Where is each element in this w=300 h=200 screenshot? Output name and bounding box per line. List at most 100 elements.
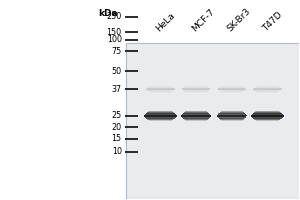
Bar (182, 117, 210, 118)
Bar (257, 92, 278, 93)
Bar (221, 111, 243, 112)
Bar (182, 89, 210, 90)
Bar (255, 119, 280, 120)
Bar (185, 86, 207, 87)
Bar (217, 116, 247, 117)
Bar (219, 87, 244, 88)
Bar (256, 91, 279, 92)
Bar (184, 87, 208, 88)
Bar (253, 113, 282, 114)
Bar (126, 43, 298, 199)
Bar (185, 111, 207, 112)
Bar (219, 90, 245, 91)
Text: 10: 10 (112, 147, 122, 156)
Text: 37: 37 (112, 85, 122, 94)
Bar (184, 112, 208, 113)
Bar (146, 88, 175, 89)
Bar (150, 86, 171, 87)
Bar (251, 116, 284, 117)
Bar (251, 115, 284, 116)
Bar (144, 115, 177, 116)
Bar (185, 111, 207, 112)
Bar (217, 115, 247, 116)
Bar (255, 87, 280, 88)
Bar (146, 113, 175, 114)
Bar (182, 116, 211, 117)
Bar (148, 111, 172, 112)
Bar (218, 114, 246, 115)
Bar (148, 87, 173, 88)
Bar (218, 113, 245, 114)
Text: 75: 75 (112, 47, 122, 56)
Bar (144, 115, 177, 116)
Bar (148, 120, 172, 121)
Text: 50: 50 (112, 67, 122, 76)
Bar (146, 89, 175, 90)
Bar (252, 114, 283, 115)
Text: T47D: T47D (261, 10, 284, 33)
Bar (221, 92, 242, 93)
Bar (221, 120, 243, 121)
Bar (181, 115, 211, 116)
Bar (253, 118, 282, 119)
Bar (182, 89, 210, 90)
Bar (146, 89, 175, 90)
Bar (251, 116, 284, 117)
Bar (218, 89, 246, 90)
Bar (149, 91, 172, 92)
Bar (185, 120, 207, 121)
Bar (218, 89, 246, 90)
Bar (218, 88, 245, 89)
Bar (181, 115, 211, 116)
Text: MCF-7: MCF-7 (190, 7, 216, 33)
Bar (254, 118, 281, 119)
Bar (146, 113, 175, 114)
Text: 25: 25 (112, 111, 122, 120)
Bar (147, 112, 173, 113)
Bar (150, 92, 171, 93)
Bar (219, 113, 245, 114)
Bar (184, 112, 208, 113)
Bar (182, 114, 210, 115)
Bar (183, 90, 209, 91)
Bar (254, 119, 280, 120)
Bar (147, 90, 173, 91)
Bar (221, 91, 243, 92)
Bar (217, 115, 247, 116)
Bar (256, 91, 278, 92)
Bar (146, 118, 175, 119)
Bar (144, 116, 176, 117)
Text: 20: 20 (112, 123, 122, 132)
Bar (184, 91, 208, 92)
Bar (146, 118, 174, 119)
Text: HeLa: HeLa (154, 11, 177, 33)
Bar (252, 117, 283, 118)
Bar (182, 88, 210, 89)
Bar (148, 111, 172, 112)
Bar (149, 86, 171, 87)
Bar (221, 86, 242, 87)
Bar (257, 86, 278, 87)
Bar (220, 119, 243, 120)
Bar (183, 118, 209, 119)
Bar (218, 117, 246, 118)
Bar (220, 112, 244, 113)
Bar (219, 118, 244, 119)
Text: kDa: kDa (99, 9, 118, 18)
Bar (148, 119, 173, 120)
Bar (251, 115, 284, 116)
Bar (147, 88, 174, 89)
Bar (254, 112, 281, 113)
Bar (220, 119, 244, 120)
Bar (254, 88, 281, 89)
Bar (221, 111, 243, 112)
Bar (147, 119, 173, 120)
Bar (253, 113, 282, 114)
Bar (186, 86, 206, 87)
Bar (144, 116, 177, 117)
Text: 250: 250 (106, 12, 122, 21)
Bar (185, 91, 207, 92)
Bar (217, 116, 246, 117)
Text: 150: 150 (106, 28, 122, 37)
Bar (182, 88, 210, 89)
